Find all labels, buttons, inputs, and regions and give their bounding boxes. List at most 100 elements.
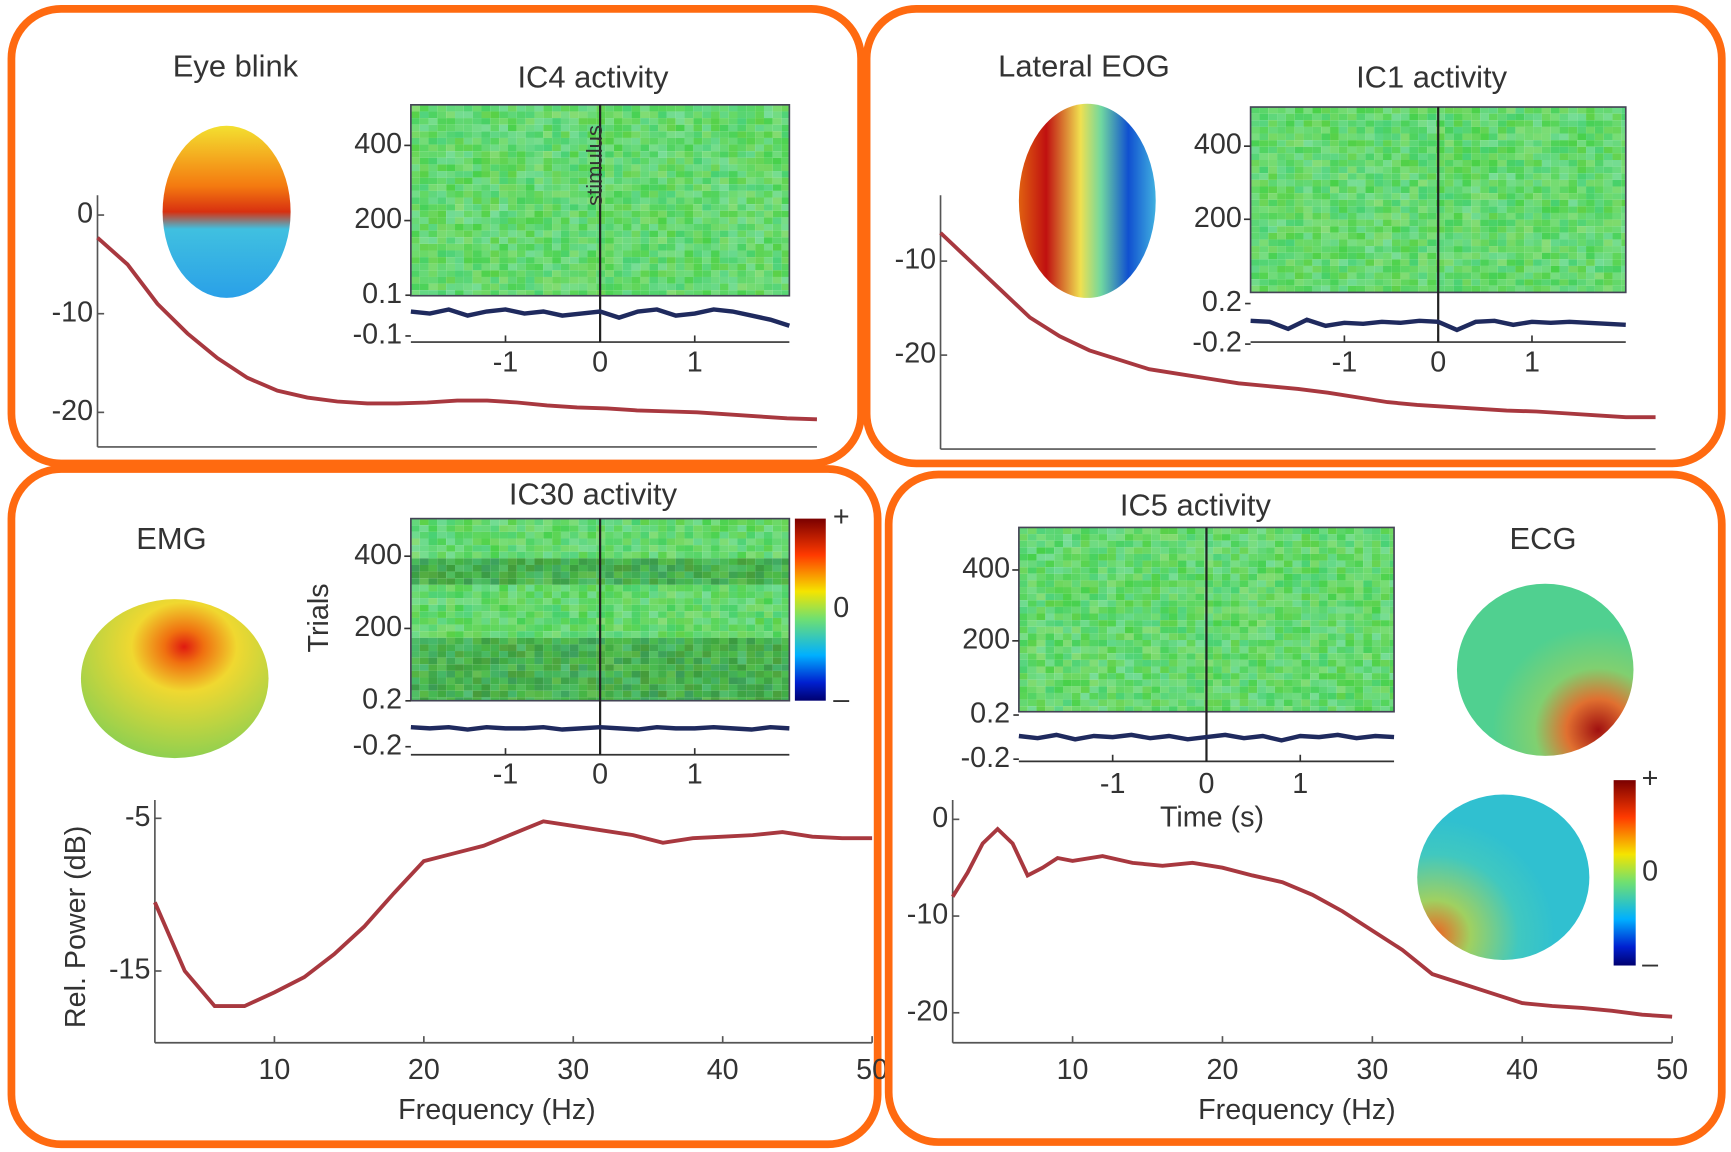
image-cell [1604, 160, 1613, 167]
image-cell [1134, 580, 1143, 587]
image-cell [429, 565, 438, 572]
image-cell [1595, 167, 1604, 174]
image-cell [676, 572, 685, 579]
image-cell [1054, 607, 1063, 614]
image-cell [499, 217, 508, 224]
image-cell [746, 519, 755, 526]
image-cell [1392, 114, 1401, 121]
image-cell [411, 519, 420, 526]
image-cell [1498, 239, 1507, 246]
image-cell [1142, 673, 1151, 680]
image-cell [473, 138, 482, 145]
image-cell [570, 145, 579, 152]
image-cell [676, 151, 685, 158]
image-cell [464, 131, 473, 138]
image-cell [1304, 279, 1313, 286]
image-cell [1363, 554, 1372, 561]
image-cell [667, 264, 676, 271]
image-cell [1374, 246, 1383, 253]
image-cell [490, 691, 499, 698]
image-cell [1445, 220, 1454, 227]
image-cell [1480, 180, 1489, 187]
image-cell [1551, 193, 1560, 200]
image-cell [570, 184, 579, 191]
image-cell [685, 244, 694, 251]
image-cell [685, 277, 694, 284]
image-cell [1142, 660, 1151, 667]
image-cell [437, 277, 446, 284]
image-cell [1222, 554, 1231, 561]
image-cell [1251, 253, 1260, 260]
image-cell [1213, 700, 1222, 707]
image-cell [1339, 226, 1348, 233]
image-cell [632, 691, 641, 698]
image-cell [1613, 239, 1622, 246]
image-cell [1304, 160, 1313, 167]
image-cell [508, 611, 517, 618]
image-cell [411, 565, 420, 572]
image-cell [1489, 239, 1498, 246]
image-cell [667, 671, 676, 678]
image-cell [1178, 660, 1187, 667]
image-cell [729, 658, 738, 665]
image-cell [1498, 134, 1507, 141]
image-cell [729, 164, 738, 171]
image-cell [1542, 266, 1551, 273]
image-cell [508, 651, 517, 658]
image-cell [455, 158, 464, 165]
image-cell [658, 631, 667, 638]
image-cell [1348, 220, 1357, 227]
image-cell [1251, 153, 1260, 160]
image-cell [1381, 587, 1390, 594]
image-cell [579, 591, 588, 598]
image-cell [649, 552, 658, 559]
image-cell [1286, 140, 1295, 147]
image-cell [1401, 186, 1410, 193]
image-cell [1533, 239, 1542, 246]
image-cell [702, 250, 711, 257]
image-cell [561, 250, 570, 257]
image-cell [499, 625, 508, 632]
image-cell [773, 525, 782, 532]
image-cell [605, 664, 614, 671]
image-cell [1098, 614, 1107, 621]
image-cell [473, 525, 482, 532]
image-cell [446, 231, 455, 238]
image-cell [429, 671, 438, 678]
image-cell [1222, 600, 1231, 607]
image-cell [1072, 627, 1081, 634]
image-cell [587, 591, 596, 598]
image-cell [1072, 541, 1081, 548]
image-cell [702, 525, 711, 532]
image-cell [1231, 653, 1240, 660]
image-cell [658, 151, 667, 158]
image-cell [685, 678, 694, 685]
image-cell [1284, 574, 1293, 581]
image-cell [1169, 693, 1178, 700]
image-cell [1427, 213, 1436, 220]
image-cell [543, 578, 552, 585]
image-cell [1293, 620, 1302, 627]
image-cell [632, 118, 641, 125]
image-cell [552, 105, 561, 112]
image-cell [446, 198, 455, 205]
image-cell [658, 618, 667, 625]
image-cell [632, 565, 641, 572]
image-cell [429, 625, 438, 632]
image-cell [1251, 259, 1260, 266]
image-cell [1346, 534, 1355, 541]
image-cell [658, 191, 667, 198]
image-cell [1178, 594, 1187, 601]
image-cell [764, 519, 773, 526]
image-cell [729, 618, 738, 625]
image-cell [1577, 206, 1586, 213]
image-cell [1507, 127, 1516, 134]
image-cell [746, 565, 755, 572]
image-cell [685, 231, 694, 238]
image-cell [693, 158, 702, 165]
image-cell [1054, 541, 1063, 548]
image-cell [720, 519, 729, 526]
image-cell [1251, 226, 1260, 233]
image-cell [702, 585, 711, 592]
image-cell [1374, 273, 1383, 280]
